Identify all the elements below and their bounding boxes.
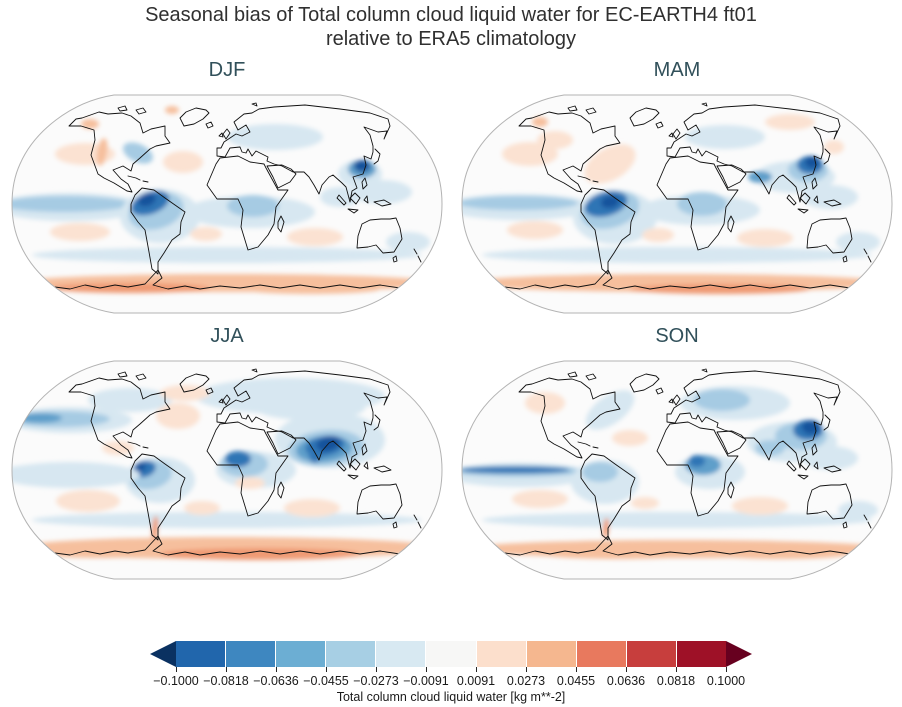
colorbar-segment-10 — [676, 641, 727, 667]
colorbar-tick-8 — [576, 667, 577, 672]
colorbar-tick-11 — [726, 667, 727, 672]
figure-title: Seasonal bias of Total column cloud liqu… — [0, 3, 902, 51]
panel-title-jja: JJA — [210, 325, 244, 347]
colorbar-segment-9 — [626, 641, 677, 667]
map-mam — [461, 94, 893, 314]
colorbar-tick-5 — [426, 667, 427, 672]
colorbar-segment-8 — [576, 641, 627, 667]
colorbar-tick-9 — [626, 667, 627, 672]
map-panel-djf — [10, 92, 444, 316]
colorbar-axis-label: Total column cloud liquid water [kg m**-… — [336, 690, 566, 704]
colorbar-tick-1 — [226, 667, 227, 672]
colorbar-bar — [176, 641, 727, 667]
panel-title-mam: MAM — [653, 59, 701, 81]
colorbar-segment-5 — [426, 641, 477, 667]
colorbar-tick-label-3: −0.0455 — [303, 674, 349, 688]
colorbar-tick-4 — [376, 667, 377, 672]
colorbar-tick-label-8: 0.0455 — [556, 674, 596, 688]
colorbar-tick-label-9: 0.0636 — [606, 674, 646, 688]
colorbar-tick-label-6: 0.0091 — [456, 674, 496, 688]
panel-title-djf: DJF — [208, 59, 246, 81]
colorbar: −0.1000 −0.0818 −0.0636 −0.0455 −0.0273 −0.00… — [150, 641, 754, 704]
coastlines — [487, 102, 872, 292]
figure-title-line1: Seasonal bias of Total column cloud liqu… — [145, 4, 757, 26]
colorbar-tick-10 — [676, 667, 677, 672]
colorbar-tick-7 — [526, 667, 527, 672]
colorbar-tick-label-4: −0.0273 — [353, 674, 399, 688]
map-panel-mam — [460, 92, 894, 316]
bias-field-jja — [12, 378, 439, 560]
coastlines — [37, 368, 422, 558]
colorbar-tick-label-2: −0.0636 — [253, 674, 299, 688]
panel-title-son: SON — [655, 325, 699, 347]
colorbar-tick-label-7: 0.0273 — [506, 674, 546, 688]
map-jja — [11, 360, 443, 580]
colorbar-segment-0 — [176, 641, 227, 667]
map-djf — [11, 94, 443, 314]
colorbar-segment-1 — [226, 641, 277, 667]
coastlines — [37, 102, 422, 292]
colorbar-tick-2 — [276, 667, 277, 672]
bias-field-mam — [462, 114, 889, 294]
colorbar-tick-label-0: −0.1000 — [153, 674, 199, 688]
colorbar-tick-label-10: 0.0818 — [656, 674, 696, 688]
colorbar-tick-label-11: 0.1000 — [706, 674, 746, 688]
colorbar-segment-2 — [276, 641, 327, 667]
colorbar-tick-0 — [176, 667, 177, 672]
colorbar-tick-3 — [326, 667, 327, 672]
colorbar-tick-6 — [476, 667, 477, 672]
colorbar-tick-label-5: −0.0091 — [403, 674, 449, 688]
map-panel-jja — [10, 358, 444, 582]
coastlines — [487, 368, 872, 558]
colorbar-segment-4 — [376, 641, 427, 667]
map-panel-son — [460, 358, 894, 582]
colorbar-under-arrow — [150, 641, 176, 667]
colorbar-segment-6 — [476, 641, 527, 667]
colorbar-segment-3 — [326, 641, 377, 667]
colorbar-segment-7 — [526, 641, 577, 667]
colorbar-over-arrow — [726, 641, 752, 667]
map-son — [461, 360, 893, 580]
figure-title-line2: relative to ERA5 climatology — [325, 28, 577, 50]
colorbar-tick-label-1: −0.0818 — [203, 674, 249, 688]
